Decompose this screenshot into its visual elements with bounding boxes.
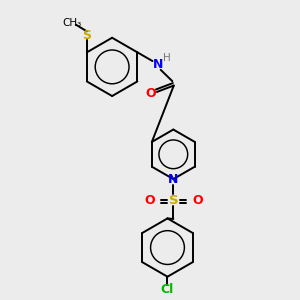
Text: N: N xyxy=(153,58,163,71)
Text: H: H xyxy=(163,53,171,63)
Text: O: O xyxy=(192,194,202,207)
Text: Cl: Cl xyxy=(161,283,174,296)
Text: O: O xyxy=(144,194,155,207)
Text: CH₃: CH₃ xyxy=(62,18,81,28)
Text: N: N xyxy=(168,173,178,186)
Text: S: S xyxy=(82,29,91,42)
Text: S: S xyxy=(169,194,178,207)
Text: O: O xyxy=(146,87,156,100)
